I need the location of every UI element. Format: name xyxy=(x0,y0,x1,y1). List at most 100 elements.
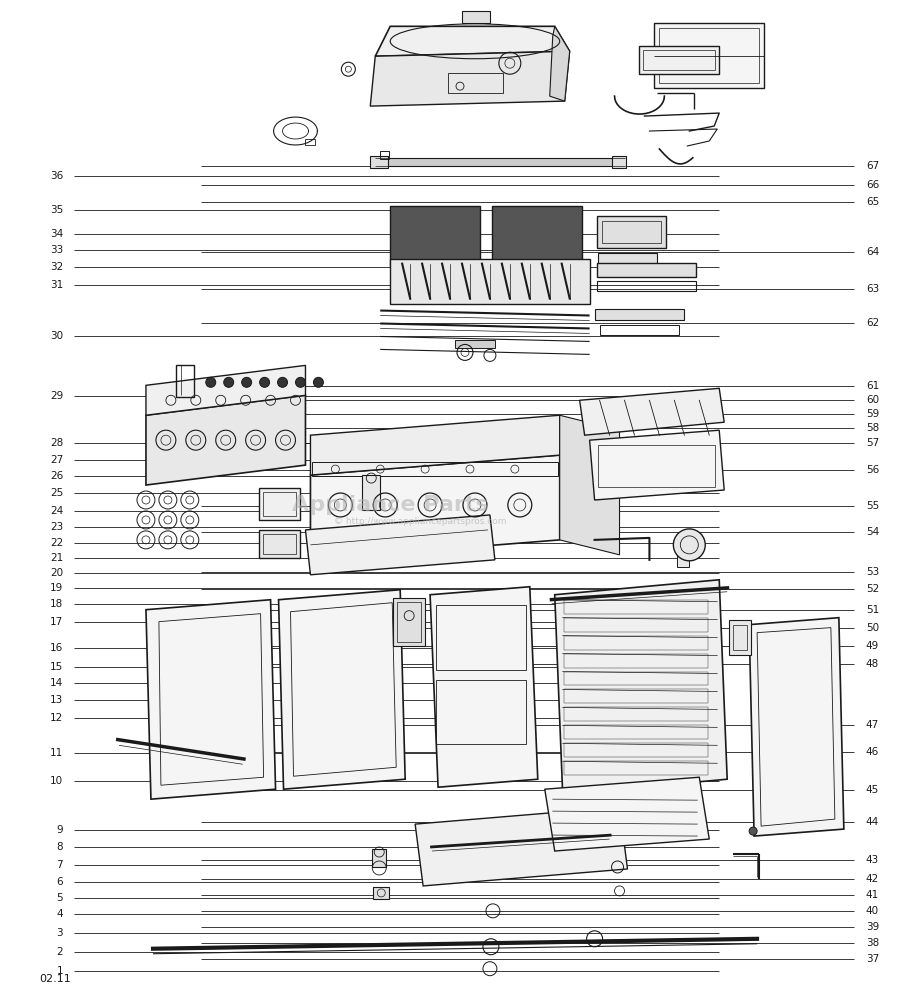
Text: 21: 21 xyxy=(50,553,63,563)
Text: 42: 42 xyxy=(866,874,879,884)
Text: 4: 4 xyxy=(56,909,63,919)
Polygon shape xyxy=(559,415,619,555)
Text: 3: 3 xyxy=(56,928,63,938)
Bar xyxy=(462,11,490,23)
Bar xyxy=(263,534,296,554)
Polygon shape xyxy=(310,415,559,475)
Bar xyxy=(564,636,708,650)
Text: 32: 32 xyxy=(50,262,63,272)
Text: 38: 38 xyxy=(866,938,879,948)
Text: 25: 25 xyxy=(50,488,63,498)
Bar xyxy=(390,206,480,266)
Bar xyxy=(600,325,679,335)
Text: 43: 43 xyxy=(866,855,879,865)
Bar xyxy=(564,600,708,614)
Text: 41: 41 xyxy=(866,890,879,900)
Bar xyxy=(564,618,708,632)
Bar xyxy=(596,216,666,248)
Bar xyxy=(597,445,715,487)
Bar xyxy=(370,156,389,168)
Text: 62: 62 xyxy=(866,318,879,328)
Bar xyxy=(654,23,764,88)
Text: 39: 39 xyxy=(866,922,879,932)
Bar xyxy=(448,73,503,93)
Text: 66: 66 xyxy=(866,180,879,190)
Text: 2: 2 xyxy=(56,947,63,957)
Circle shape xyxy=(295,377,306,387)
Text: 23: 23 xyxy=(50,522,63,532)
Text: 55: 55 xyxy=(866,501,879,511)
Text: 60: 60 xyxy=(866,395,879,405)
Bar xyxy=(313,462,557,476)
Text: 30: 30 xyxy=(50,331,63,341)
Text: 5: 5 xyxy=(56,893,63,903)
Text: 40: 40 xyxy=(866,906,879,916)
Polygon shape xyxy=(146,600,276,799)
Polygon shape xyxy=(580,388,725,435)
Text: 52: 52 xyxy=(866,584,879,594)
Bar xyxy=(492,206,581,266)
Text: 47: 47 xyxy=(866,720,879,730)
Text: 27: 27 xyxy=(50,455,63,465)
Text: 45: 45 xyxy=(866,785,879,795)
Polygon shape xyxy=(430,587,538,787)
Text: © http://www.appliancepartspros.com: © http://www.appliancepartspros.com xyxy=(334,517,507,526)
Text: 6: 6 xyxy=(56,877,63,887)
Text: 15: 15 xyxy=(50,662,63,672)
Bar xyxy=(564,743,708,757)
Bar xyxy=(596,281,696,291)
Polygon shape xyxy=(590,430,725,500)
Polygon shape xyxy=(370,51,569,106)
Bar xyxy=(306,139,316,145)
Text: 56: 56 xyxy=(866,465,879,475)
Text: 12: 12 xyxy=(50,713,63,723)
Text: 57: 57 xyxy=(866,438,879,448)
Circle shape xyxy=(223,377,234,387)
Bar xyxy=(596,263,696,277)
Bar xyxy=(372,849,386,867)
Text: 11: 11 xyxy=(50,748,63,758)
Text: 35: 35 xyxy=(50,205,63,215)
Text: 20: 20 xyxy=(50,568,63,578)
Circle shape xyxy=(749,827,757,835)
Circle shape xyxy=(242,377,252,387)
Bar xyxy=(390,259,590,304)
Polygon shape xyxy=(279,590,405,789)
Bar xyxy=(659,28,759,83)
Polygon shape xyxy=(415,807,628,886)
Bar xyxy=(436,680,526,744)
Text: 31: 31 xyxy=(50,280,63,290)
Bar xyxy=(612,156,626,168)
Bar xyxy=(397,602,421,642)
Text: 1: 1 xyxy=(56,966,63,976)
Text: 63: 63 xyxy=(866,284,879,294)
Text: 51: 51 xyxy=(866,605,879,615)
Text: 28: 28 xyxy=(50,438,63,448)
Text: 37: 37 xyxy=(866,954,879,964)
Bar xyxy=(594,309,684,320)
Text: 29: 29 xyxy=(50,391,63,401)
Text: 58: 58 xyxy=(866,423,879,433)
Text: 10: 10 xyxy=(50,776,63,786)
Circle shape xyxy=(259,377,270,387)
Bar xyxy=(597,253,657,267)
Polygon shape xyxy=(555,580,727,794)
Text: 22: 22 xyxy=(50,538,63,548)
Bar xyxy=(564,761,708,775)
Bar xyxy=(564,725,708,739)
Bar xyxy=(733,625,747,650)
Bar xyxy=(393,598,426,646)
Text: 19: 19 xyxy=(50,583,63,593)
Circle shape xyxy=(278,377,288,387)
Polygon shape xyxy=(749,618,844,836)
Text: 44: 44 xyxy=(866,817,879,827)
Polygon shape xyxy=(550,26,569,101)
Text: 61: 61 xyxy=(866,381,879,391)
Text: 34: 34 xyxy=(50,229,63,239)
Bar xyxy=(455,340,495,348)
Text: 54: 54 xyxy=(866,527,879,537)
Bar xyxy=(564,654,708,668)
Text: 50: 50 xyxy=(866,623,879,633)
Polygon shape xyxy=(545,777,709,851)
Bar xyxy=(258,488,301,520)
